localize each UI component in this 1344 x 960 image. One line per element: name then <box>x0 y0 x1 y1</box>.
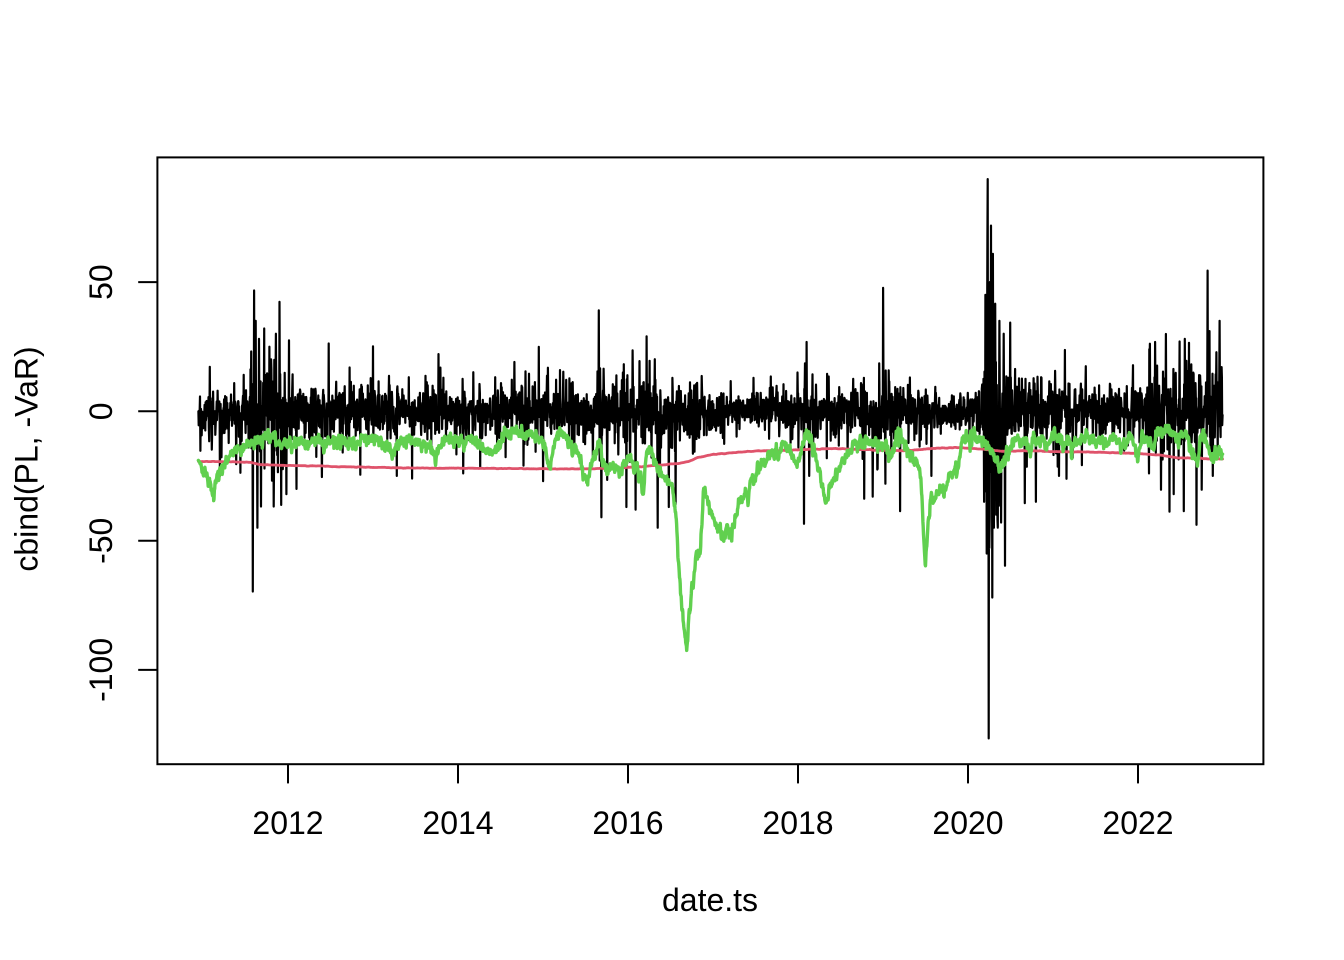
svg-text:2016: 2016 <box>592 805 663 841</box>
svg-text:2018: 2018 <box>762 805 833 841</box>
svg-text:2020: 2020 <box>932 805 1003 841</box>
svg-text:cbind(PL, -VaR): cbind(PL, -VaR) <box>9 346 45 571</box>
svg-text:50: 50 <box>83 264 119 300</box>
svg-text:2022: 2022 <box>1102 805 1173 841</box>
svg-text:date.ts: date.ts <box>662 882 758 918</box>
svg-text:2012: 2012 <box>252 805 323 841</box>
svg-text:0: 0 <box>83 402 119 420</box>
svg-text:2014: 2014 <box>422 805 493 841</box>
svg-text:-100: -100 <box>83 638 119 702</box>
svg-text:-50: -50 <box>83 518 119 564</box>
